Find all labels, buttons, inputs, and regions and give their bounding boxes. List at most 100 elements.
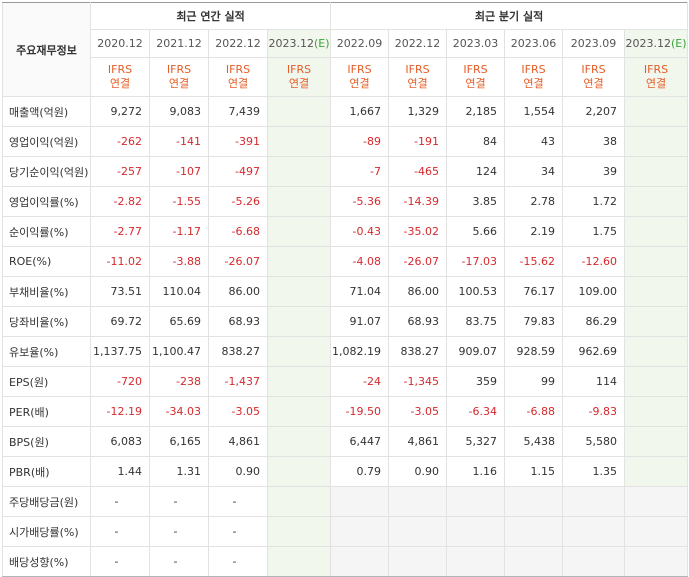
annual-value-cell: 68.93 <box>208 306 268 337</box>
annual-value-cell: 7,439 <box>208 96 268 127</box>
basis-cell: IFRS 연결 <box>330 57 390 97</box>
row-label: 매출액(억원) <box>2 96 91 127</box>
quarter-value-cell: 83.75 <box>446 306 506 337</box>
row-label: 배당성향(%) <box>2 546 91 577</box>
annual-value-cell: -3.05 <box>208 396 268 427</box>
quarter-value-cell: 124 <box>446 156 506 187</box>
row-label: 영업이익률(%) <box>2 186 91 217</box>
quarter-value-cell: -7 <box>330 156 390 187</box>
header-row-titles: 주요재무정보 최근 연간 실적 최근 분기 실적 <box>2 2 689 97</box>
quarter-value-cell: 5,580 <box>562 426 626 457</box>
quarter-value-cell <box>388 546 448 577</box>
quarter-value-cell: 86.00 <box>388 276 448 307</box>
estimate-mark: (E) <box>313 37 330 50</box>
quarter-value-cell: 6,447 <box>330 426 390 457</box>
quarter-value-cell: 928.59 <box>504 336 564 367</box>
quarter-estimate-cell <box>624 396 689 427</box>
quarter-estimate-cell <box>624 276 689 307</box>
quarter-value-cell: -9.83 <box>562 396 626 427</box>
header-row-periods: 2020.12 2021.12 2022.12 2023.12(E) 2022.… <box>3 29 689 58</box>
quarter-value-cell: 1,667 <box>330 96 390 127</box>
quarter-value-cell: 68.93 <box>388 306 448 337</box>
quarter-value-cell <box>388 486 448 517</box>
quarter-value-cell: -465 <box>388 156 448 187</box>
row-label: 유보율(%) <box>2 336 91 367</box>
quarter-value-cell <box>388 516 448 547</box>
row-label: 영업이익(억원) <box>2 126 91 157</box>
quarter-value-cell: 43 <box>504 126 564 157</box>
annual-estimate-cell <box>266 546 332 577</box>
quarter-value-cell: 2.19 <box>504 216 564 247</box>
annual-value-cell: 9,083 <box>149 96 209 127</box>
annual-value-cell: -1.17 <box>149 216 209 247</box>
annual-value-cell: - <box>149 546 209 577</box>
quarter-value-cell: 359 <box>446 366 506 397</box>
quarter-value-cell <box>504 546 564 577</box>
quarter-value-cell: -6.34 <box>446 396 506 427</box>
annual-value-cell: 1.31 <box>149 456 209 487</box>
annual-value-cell: 73.51 <box>90 276 150 307</box>
annual-value-cell: - <box>90 486 150 517</box>
quarter-value-cell: -24 <box>330 366 390 397</box>
quarter-estimate-cell <box>624 126 689 157</box>
quarter-value-cell: 2.78 <box>504 186 564 217</box>
row-label: 당기순이익(억원) <box>2 156 91 187</box>
annual-estimate-cell <box>266 156 332 187</box>
quarter-estimate-cell <box>624 516 689 547</box>
table-row: 순이익률(%) -2.77 -1.17 -6.68 -0.43 -35.02 5.66 2.1… <box>2 216 689 247</box>
quarter-estimate-cell <box>624 546 689 577</box>
quarter-value-cell: -3.05 <box>388 396 448 427</box>
annual-value-cell: - <box>149 486 209 517</box>
annual-value-cell: -2.82 <box>90 186 150 217</box>
annual-estimate-cell <box>266 336 332 367</box>
basis-cell: IFRS 연결 <box>266 57 332 97</box>
annual-value-cell: -720 <box>90 366 150 397</box>
annual-value-cell: -238 <box>149 366 209 397</box>
annual-period: 2021.12 <box>149 29 209 58</box>
annual-value-cell: -2.77 <box>90 216 150 247</box>
quarter-value-cell: 84 <box>446 126 506 157</box>
row-label: PBR(배) <box>2 456 91 487</box>
table-row: PER(배) -12.19 -34.03 -3.05 -19.50 -3.05 -6.34-… <box>2 396 689 427</box>
row-label: ROE(%) <box>2 246 91 277</box>
quarter-value-cell: 2,185 <box>446 96 506 127</box>
quarter-value-cell: -26.07 <box>388 246 448 277</box>
table-row: 시가배당률(%) - - - <box>2 516 689 547</box>
annual-value-cell: 86.00 <box>208 276 268 307</box>
row-label: 주당배당금(원) <box>2 486 91 517</box>
annual-estimate-cell <box>266 396 332 427</box>
quarter-value-cell: 1.16 <box>446 456 506 487</box>
quarter-value-cell: -191 <box>388 126 448 157</box>
row-label: PER(배) <box>2 396 91 427</box>
basis-cell: IFRS 연결 <box>624 57 689 97</box>
basis-cell: IFRS 연결 <box>149 57 209 97</box>
quarter-value-cell: 99 <box>504 366 564 397</box>
quarter-value-cell: -12.60 <box>562 246 626 277</box>
annual-value-cell: -11.02 <box>90 246 150 277</box>
quarter-value-cell: -1,345 <box>388 366 448 397</box>
quarter-value-cell: 91.07 <box>330 306 390 337</box>
quarter-estimate-cell <box>624 216 689 247</box>
annual-value-cell: 65.69 <box>149 306 209 337</box>
quarter-value-cell: 71.04 <box>330 276 390 307</box>
annual-value-cell: -391 <box>208 126 268 157</box>
header-row-basis: IFRS 연결 IFRS 연결 IFRS 연결 IFRS 연결 IFRS 연결 IFRS 연… <box>3 57 689 97</box>
annual-value-cell: -6.68 <box>208 216 268 247</box>
quarter-period-estimate-date: 2023.12 <box>625 37 672 50</box>
annual-value-cell: 4,861 <box>208 426 268 457</box>
quarter-period: 2022.12 <box>388 29 448 58</box>
row-label: 순이익률(%) <box>2 216 91 247</box>
annual-estimate-cell <box>266 276 332 307</box>
quarter-value-cell: 79.83 <box>504 306 564 337</box>
annual-value-cell: 110.04 <box>149 276 209 307</box>
quarter-value-cell: -15.62 <box>504 246 564 277</box>
annual-value-cell: 6,083 <box>90 426 150 457</box>
quarter-value-cell: 0.90 <box>388 456 448 487</box>
annual-value-cell: -1,437 <box>208 366 268 397</box>
quarter-value-cell: 1.15 <box>504 456 564 487</box>
annual-value-cell: - <box>149 516 209 547</box>
quarter-value-cell <box>446 486 506 517</box>
annual-value-cell: -107 <box>149 156 209 187</box>
quarter-value-cell: -4.08 <box>330 246 390 277</box>
annual-value-cell: 9,272 <box>90 96 150 127</box>
